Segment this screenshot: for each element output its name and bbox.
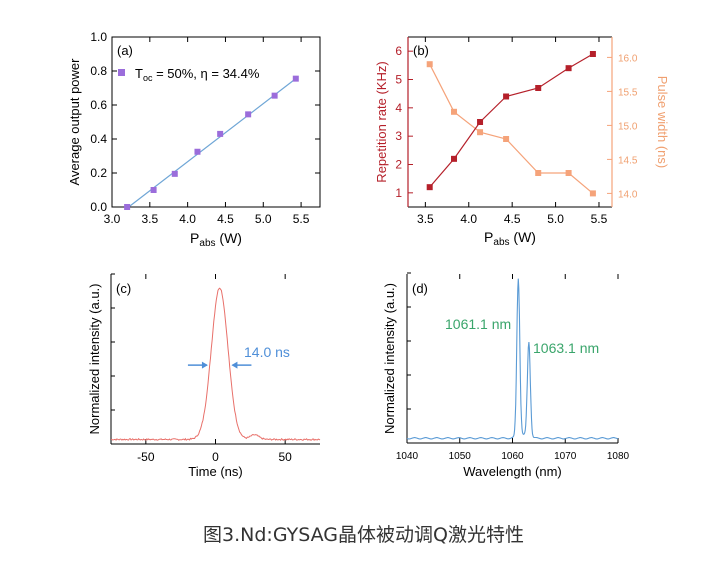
- spectrum-trace: [406, 278, 619, 440]
- data-point: [124, 204, 131, 210]
- series-repetition-rate-line: [429, 53, 594, 188]
- data-point: [245, 111, 252, 118]
- y2-tick-label: 16.0: [618, 53, 638, 64]
- y-tick-label: 0.8: [90, 64, 107, 78]
- fit-line: [128, 78, 297, 208]
- y-tick-label: 2: [395, 158, 402, 172]
- y-tick-label: 0.0: [90, 200, 107, 214]
- peak-label: 1061.1 nm: [445, 316, 511, 332]
- y2-tick-label: 15.0: [618, 121, 638, 132]
- x-tick-label: 0: [212, 450, 219, 464]
- y-tick-label: 5: [395, 73, 402, 87]
- x-tick-label: 1070: [554, 451, 577, 462]
- x-label-main: P: [190, 230, 199, 246]
- x-tick-label: 5.5: [591, 212, 608, 226]
- data-point: [150, 187, 157, 193]
- data-point: [171, 170, 178, 177]
- x-tick-label: 50: [278, 450, 292, 464]
- fwhm-annotation: 14.0 ns: [244, 344, 290, 360]
- x-tick-label: 3.5: [141, 212, 158, 226]
- y-tick-label: 0.4: [90, 132, 107, 146]
- repetition-rate-point: [589, 51, 596, 57]
- pulse-width-point: [503, 136, 510, 142]
- x-tick-label: -50: [137, 450, 155, 464]
- repetition-rate-point: [426, 184, 433, 191]
- legend-sub: oc: [143, 73, 153, 83]
- y2-tick-label: 14.5: [618, 155, 638, 166]
- x-tick-label: 3.0: [104, 212, 121, 226]
- panel-a-frame: [111, 36, 321, 208]
- y-tick-label: 6: [395, 44, 402, 58]
- pulse-width-point: [451, 108, 458, 115]
- peak-label: 1063.1 nm: [533, 340, 599, 356]
- y2-axis-label: Pulse width (ns): [655, 76, 670, 168]
- x-tick-label: 1050: [449, 451, 472, 462]
- pulse-width-point: [589, 190, 596, 197]
- panel-label: (b): [413, 43, 429, 58]
- y-axis-label: Normalized intensity (a.u.): [382, 283, 397, 434]
- legend-T: T: [135, 66, 143, 81]
- panel-label: (c): [116, 281, 131, 296]
- x-tick-label: 5.0: [547, 212, 564, 226]
- x-tick-label: 1080: [607, 451, 630, 462]
- x-axis-label: Pabs (W): [190, 230, 242, 249]
- y-tick-label: 0.6: [90, 98, 107, 112]
- repetition-rate-point: [451, 155, 458, 162]
- y-axis-label: Average output power: [67, 58, 82, 186]
- fwhm-arrowhead-right: [231, 361, 238, 369]
- data-point: [271, 92, 278, 99]
- repetition-rate-point: [503, 93, 510, 100]
- panel-c: -50 0 50 14.0 ns (c) Time (ns) Normalized inte…: [87, 273, 321, 479]
- x-tick-label: 3.5: [417, 212, 434, 226]
- x-tick-label: 4.0: [460, 212, 477, 226]
- y-tick-label: 0.2: [90, 166, 107, 180]
- x-tick-label: 1060: [501, 451, 524, 462]
- x-tick-label: 4.0: [179, 212, 196, 226]
- x-label-unit: (W): [216, 230, 242, 246]
- data-point: [292, 75, 299, 82]
- y-tick-label: 3: [395, 129, 402, 143]
- fwhm-arrowhead-left: [201, 361, 208, 369]
- panel-label: (d): [412, 281, 428, 296]
- pulse-width-point: [535, 170, 542, 176]
- x-label-sub: abs: [199, 238, 215, 249]
- repetition-rate-point: [565, 65, 572, 72]
- pulse-width-point: [426, 61, 433, 68]
- pulse-trace: [110, 287, 321, 441]
- pulse-width-point: [477, 129, 484, 136]
- legend-rest: = 50%, η = 34.4%: [152, 66, 259, 81]
- panel-label: (a): [117, 43, 133, 58]
- legend-marker: [118, 69, 125, 76]
- x-tick-label: 5.5: [293, 212, 310, 226]
- x-tick-label: 4.5: [217, 212, 234, 226]
- y-tick-label: 1.0: [90, 30, 107, 44]
- figure-caption: 图3.Nd:GYSAG晶体被动调Q激光特性: [203, 524, 524, 546]
- y-tick-label: 4: [395, 101, 402, 115]
- panel-a: 3.0 3.5 4.0 4.5 5.0 5.5 0.0 0.2 0.4 0.6 0.8 1.0 (a)T…: [67, 30, 321, 249]
- x-tick-label: 5.0: [255, 212, 272, 226]
- y-axis-label: Normalized intensity (a.u.): [87, 284, 102, 435]
- y2-tick-label: 15.5: [618, 87, 638, 98]
- x-label-unit: (W): [510, 229, 536, 245]
- x-label-main: P: [484, 229, 493, 245]
- pulse-width-point: [565, 170, 572, 176]
- y-tick-label: 1: [395, 186, 402, 200]
- y2-tick-label: 14.0: [618, 189, 638, 200]
- x-tick-label: 1040: [396, 451, 419, 462]
- x-axis-label: Wavelength (nm): [463, 464, 562, 479]
- data-point: [217, 130, 224, 137]
- panel-b: 3.5 4.0 4.5 5.0 5.5 1 2 3 4 5 6 14.0 14.5 15.0 15.5 16.…: [374, 36, 670, 248]
- panel-d: 1040 1050 1060 1070 1080 1061.1 nm 1063.1 nm (d…: [382, 272, 630, 479]
- repetition-rate-point: [477, 119, 484, 125]
- legend-label: Toc = 50%, η = 34.4%: [135, 66, 260, 83]
- x-tick-label: 4.5: [504, 212, 521, 226]
- x-axis-label: Pabs (W): [484, 229, 536, 248]
- repetition-rate-point: [535, 85, 542, 91]
- data-point: [194, 148, 201, 155]
- x-axis-label: Time (ns): [188, 464, 242, 479]
- y-axis-label: Repetition rate (KHz): [374, 61, 389, 182]
- x-label-sub: abs: [493, 237, 509, 248]
